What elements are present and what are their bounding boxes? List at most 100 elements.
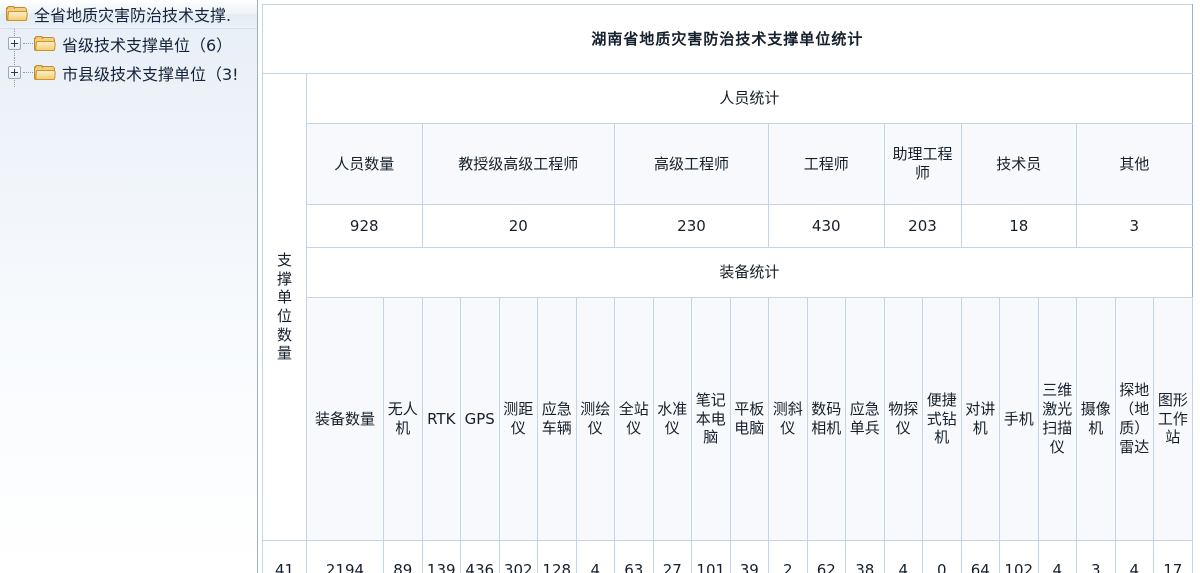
column-header-engineer: 工程师 (768, 123, 885, 205)
column-header-equipment-8: 水准仪 (652, 297, 692, 541)
column-header-text: 平板电脑 (734, 400, 765, 437)
table-title-row: 湖南省地质灾害防治技术支撑单位统计 (262, 4, 1193, 74)
page-title: 湖南省地质灾害防治技术支撑单位统计 (262, 4, 1193, 74)
tree-node-city-county[interactable]: 市县级技术支撑单位（3! (0, 58, 257, 87)
column-header-text: RTK (427, 409, 456, 428)
column-header-text: GPS (464, 409, 495, 428)
value-equipment-15: 0 (922, 540, 962, 573)
value-equipment-13: 38 (845, 540, 885, 573)
value-engineer: 430 (768, 204, 885, 248)
personnel-header-row: 人员数量 教授级高级工程师 高级工程师 工程师 助理工程师 技术员 其他 (263, 123, 1193, 205)
value-equipment-19: 3 (1076, 540, 1116, 573)
column-header-text: 测斜仪 (772, 400, 803, 437)
value-equipment-9: 101 (691, 540, 731, 573)
column-header-equipment-7: 全站仪 (614, 297, 654, 541)
column-header-equipment-19: 摄像机 (1076, 297, 1116, 541)
column-header-equipment-10: 平板电脑 (729, 297, 769, 541)
column-header-equipment-15: 便捷式钻机 (922, 297, 962, 541)
equipment-group-row: 装备统计 (263, 247, 1193, 298)
value-equipment-16: 64 (960, 540, 1000, 573)
value-equipment-11: 2 (768, 540, 808, 573)
value-equipment-5: 128 (537, 540, 577, 573)
row-label-char: 位 (276, 307, 292, 325)
column-header-text: 笔记本电脑 (695, 390, 726, 447)
equipment-value-row: 41 2194 89 139 436 302 128 4 63 27 101 39 2 62 38 4 0 64… (262, 540, 1193, 573)
folder-icon (34, 35, 57, 52)
column-header-equipment-20: 探地（地质）雷达 (1114, 297, 1154, 541)
column-header-text: 测距仪 (503, 400, 534, 437)
row-label-char: 量 (276, 344, 292, 363)
value-equipment-7: 63 (614, 540, 654, 573)
organization-tree: 全省地质灾害防治技术支撑. 省级技术支撑单位（6） 市县级技术支撑单位（3! (0, 0, 257, 87)
personnel-group-title: 人员统计 (306, 73, 1193, 124)
equipment-header-row: 装备数量 无人机 RTK GPS 测距仪 应急车辆 测绘仪 全站仪 水准仪 笔记本电脑 平板电脑 测斜… (263, 297, 1193, 541)
plus-icon[interactable] (8, 37, 21, 50)
column-header-text: 手机 (1003, 409, 1034, 428)
value-personnel-count: 928 (306, 204, 423, 248)
value-assistant-engineer: 203 (883, 204, 962, 248)
value-unit-count: 41 (262, 540, 307, 573)
value-equipment-2: 139 (421, 540, 461, 573)
column-header-equipment-18: 三维激光扫描仪 (1037, 297, 1077, 541)
value-professor-senior-engineer: 20 (421, 204, 615, 248)
column-header-text: 测绘仪 (580, 400, 611, 437)
column-header-equipment-12: 数码相机 (806, 297, 846, 541)
value-equipment-0: 2194 (306, 540, 384, 573)
column-header-text: 全站仪 (618, 400, 649, 437)
column-header-equipment-4: 测距仪 (498, 297, 538, 541)
value-equipment-3: 436 (460, 540, 500, 573)
tree-node-label: 省级技术支撑单位（6） (62, 35, 233, 55)
column-header-text: 摄像机 (1080, 400, 1111, 437)
column-header-text: 物探仪 (888, 400, 919, 437)
tree-node-label: 全省地质灾害防治技术支撑. (34, 6, 232, 25)
column-header-assistant-engineer: 助理工程师 (883, 123, 962, 205)
value-equipment-14: 4 (883, 540, 923, 573)
column-header-equipment-11: 测斜仪 (768, 297, 808, 541)
column-header-text: 无人机 (387, 400, 418, 437)
column-header-text: 装备数量 (314, 409, 375, 428)
value-equipment-10: 39 (729, 540, 769, 573)
value-senior-engineer: 230 (614, 204, 769, 248)
column-header-equipment-3: GPS (460, 297, 500, 541)
plus-icon[interactable] (8, 66, 21, 79)
value-personnel-other: 3 (1076, 204, 1193, 248)
value-equipment-4: 302 (498, 540, 538, 573)
tree-node-provincial[interactable]: 省级技术支撑单位（6） (0, 29, 257, 58)
column-header-equipment-13: 应急单兵 (845, 297, 885, 541)
column-header-text: 三维激光扫描仪 (1042, 381, 1073, 456)
value-equipment-12: 62 (806, 540, 846, 573)
folder-icon (34, 64, 57, 81)
column-header-text: 应急车辆 (541, 400, 572, 437)
column-header-equipment-16: 对讲机 (960, 297, 1000, 541)
tree-node-root[interactable]: 全省地质灾害防治技术支撑. (0, 0, 257, 29)
tree-node-label: 市县级技术支撑单位（3! (62, 64, 239, 84)
column-header-text: 图形工作站 (1157, 390, 1188, 447)
column-header-equipment-17: 手机 (999, 297, 1039, 541)
column-header-personnel-count: 人员数量 (306, 123, 423, 205)
value-equipment-18: 4 (1037, 540, 1077, 573)
equipment-group-title: 装备统计 (306, 247, 1193, 298)
column-header-text: 对讲机 (965, 400, 996, 437)
value-technician: 18 (960, 204, 1077, 248)
column-header-personnel-other: 其他 (1076, 123, 1193, 205)
statistics-table: 湖南省地质灾害防治技术支撑单位统计 支 撑 单 位 数 量 人员统计 (262, 4, 1193, 573)
column-header-text: 应急单兵 (849, 400, 880, 437)
column-header-text: 数码相机 (811, 400, 842, 437)
tree-panel[interactable]: 全省地质灾害防治技术支撑. 省级技术支撑单位（6） 市县级技术支撑单位（3! (0, 0, 258, 573)
value-equipment-20: 4 (1114, 540, 1154, 573)
value-equipment-8: 27 (652, 540, 692, 573)
column-header-equipment-5: 应急车辆 (537, 297, 577, 541)
row-label-char: 数 (276, 325, 292, 344)
row-label-char: 撑 (276, 269, 292, 288)
column-header-text: 水准仪 (657, 400, 688, 437)
personnel-value-row: 928 20 230 430 203 18 3 (263, 204, 1193, 248)
column-header-professor-senior-engineer: 教授级高级工程师 (421, 123, 615, 205)
column-header-equipment-1: 无人机 (383, 297, 423, 541)
report-panel: 湖南省地质灾害防治技术支撑单位统计 支 撑 单 位 数 量 人员统计 (258, 0, 1200, 573)
row-label-unit-count: 支 撑 单 位 数 量 (262, 73, 307, 541)
value-equipment-6: 4 (575, 540, 615, 573)
value-equipment-1: 89 (383, 540, 423, 573)
column-header-technician: 技术员 (960, 123, 1077, 205)
row-label-char: 单 (276, 288, 292, 307)
